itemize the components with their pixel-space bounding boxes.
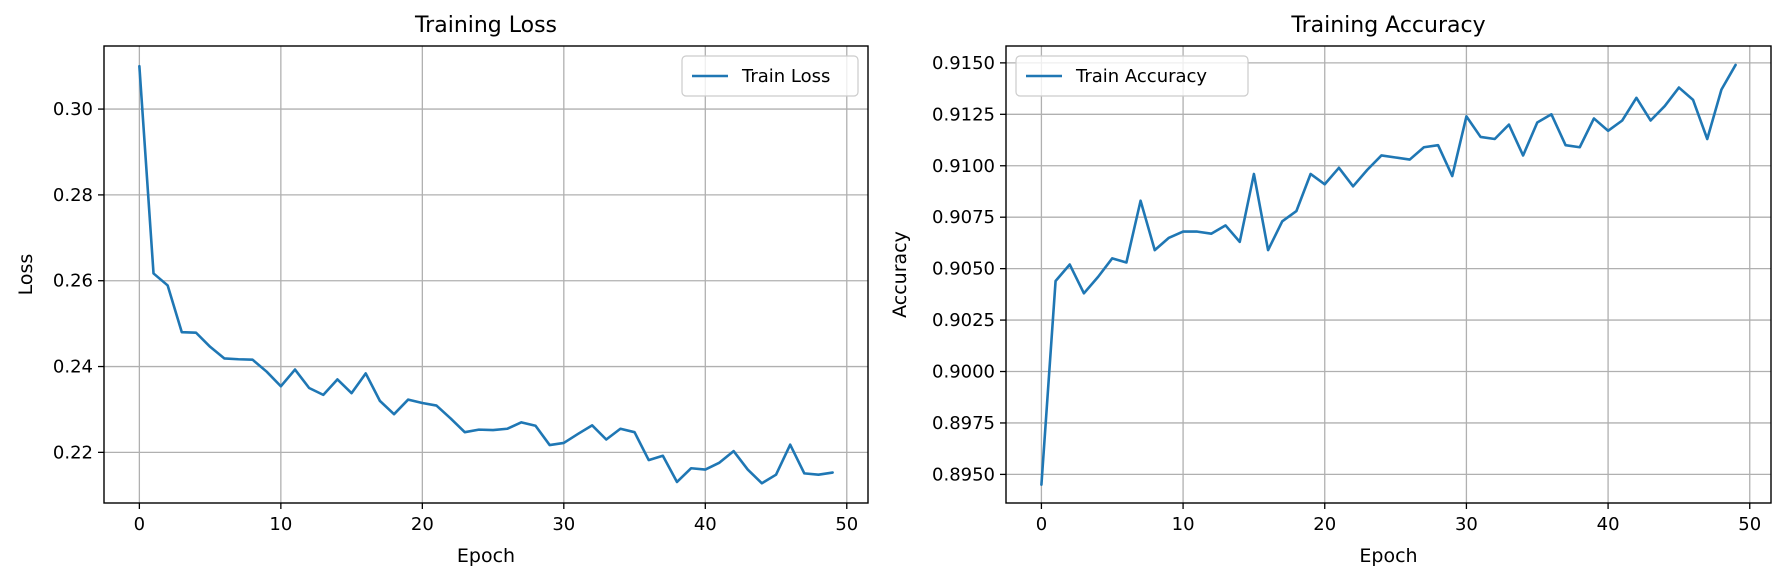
- legend-box: [1015, 55, 1249, 97]
- y-tick-label: 0.9000: [932, 362, 995, 383]
- x-tick-label: 20: [1313, 514, 1336, 535]
- y-tick-label: 0.9150: [932, 53, 995, 74]
- x-tick-label: 50: [835, 514, 858, 535]
- loss-axes-frame: [103, 45, 869, 504]
- legend-entry-label: Train Accuracy: [1075, 66, 1207, 87]
- accuracy-chart-panel: 0 10 20 30 40 50 0.8950 0.8975 0.9000 0.9025 0.905…: [889, 13, 1772, 567]
- y-tick-label: 0.9050: [932, 259, 995, 280]
- x-tick-label: 50: [1738, 514, 1761, 535]
- x-tick-label: 30: [1455, 514, 1478, 535]
- y-tick-label: 0.9075: [932, 207, 995, 228]
- y-tick-label: 0.9100: [932, 156, 995, 177]
- accuracy-x-axis-label: Epoch: [1359, 545, 1417, 567]
- loss-chart-panel: 0 10 20 30 40 50 0.22 0.24 0.26 0.28 0.30 Training …: [15, 13, 869, 567]
- loss-legend: Train Loss: [681, 55, 859, 97]
- x-tick-label: 0: [1036, 514, 1047, 535]
- y-tick-label: 0.9025: [932, 310, 995, 331]
- loss-y-axis-label: Loss: [15, 254, 37, 296]
- y-tick-label: 0.28: [53, 185, 93, 206]
- x-tick-label: 40: [1597, 514, 1620, 535]
- x-tick-label: 10: [269, 514, 292, 535]
- y-tick-label: 0.26: [53, 271, 93, 292]
- accuracy-chart-title: Training Accuracy: [1290, 13, 1485, 38]
- accuracy-legend: Train Accuracy: [1015, 55, 1249, 97]
- accuracy-y-axis-label: Accuracy: [889, 231, 911, 318]
- loss-chart-title: Training Loss: [414, 13, 557, 38]
- x-tick-label: 30: [552, 514, 575, 535]
- y-tick-label: 0.24: [53, 357, 93, 378]
- y-tick-label: 0.8975: [932, 413, 995, 434]
- legend-box: [681, 55, 859, 97]
- x-tick-label: 10: [1172, 514, 1195, 535]
- x-tick-label: 20: [411, 514, 434, 535]
- y-tick-label: 0.22: [53, 442, 93, 463]
- y-tick-label: 0.8950: [932, 464, 995, 485]
- loss-series-line: [138, 64, 834, 485]
- x-tick-label: 40: [694, 514, 717, 535]
- x-tick-label: 0: [134, 514, 145, 535]
- legend-entry-label: Train Loss: [741, 66, 830, 87]
- accuracy-axes-frame: [1005, 45, 1772, 504]
- loss-x-axis-label: Epoch: [457, 545, 515, 567]
- y-tick-label: 0.9125: [932, 104, 995, 125]
- y-tick-label: 0.30: [53, 99, 93, 120]
- accuracy-series-line: [1040, 63, 1737, 486]
